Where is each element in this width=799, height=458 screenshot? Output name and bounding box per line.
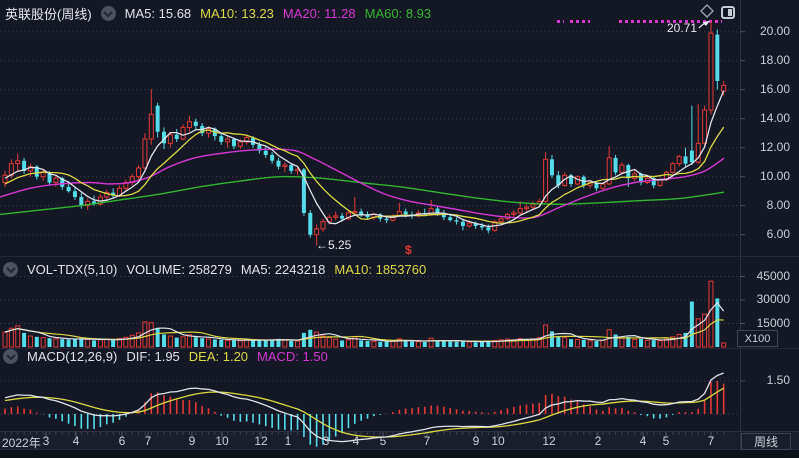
macd-value: MACD: 1.50 (257, 349, 328, 364)
chevron-down-icon (5, 349, 16, 364)
ma20-value: MA20: 11.28 (282, 6, 356, 21)
month-ticks-layer (4, 432, 725, 438)
time-axis-strip (0, 432, 799, 450)
collapse-volume-panel-button[interactable] (3, 262, 18, 277)
vol-ma10-value: MA10: 1853760 (334, 262, 427, 277)
collapse-macd-panel-button[interactable] (3, 349, 18, 364)
split-panel-icon (721, 6, 735, 19)
high-price-annotation: 20.71 (666, 21, 697, 35)
dif-value: DIF: 1.95 (126, 349, 180, 364)
ma20-line (0, 148, 725, 219)
volume-unit-label: X100 (737, 330, 778, 347)
ma-indicator-values: MA5: 15.68 MA10: 13.23 MA20: 11.28 MA60: 8.… (125, 6, 431, 21)
macd-indicator-values: MACD(12,26,9) DIF: 1.95 DEA: 1.20 MACD: 1.5… (27, 349, 328, 364)
volume-indicator-header: VOL-TDX(5,10) VOLUME: 258279 MA5: 2243218 M… (3, 262, 426, 277)
chevron-down-icon (5, 262, 16, 277)
collapse-main-panel-button[interactable] (100, 6, 116, 21)
dif-line (4, 372, 724, 443)
volume-value: VOLUME: 258279 (126, 262, 232, 277)
period-selector[interactable]: 周线 (741, 433, 791, 450)
chevron-down-icon (103, 6, 113, 21)
macd-indicator-header: MACD(12,26,9) DIF: 1.95 DEA: 1.20 MACD: 1.5… (3, 349, 328, 364)
diamond-icon (699, 3, 715, 22)
stock-title: 英联股份(周线) (5, 7, 92, 22)
ex-dividend-marker: $ (405, 243, 412, 257)
ma10-value: MA10: 13.23 (200, 6, 274, 21)
diamond-tool-button[interactable] (699, 3, 715, 22)
dea-line (4, 387, 725, 438)
ma5-value: MA5: 15.68 (124, 6, 192, 21)
vol-ma5-value: MA5: 2243218 (240, 262, 326, 277)
volume-ma5-line (4, 301, 725, 343)
low-price-annotation: ←5.25 (316, 238, 352, 252)
ma60-value: MA60: 8.93 (364, 6, 432, 21)
axis-ticks-layer (740, 31, 745, 382)
dea-value: DEA: 1.20 (188, 349, 249, 364)
candles-layer (2, 21, 727, 246)
main-indicator-header: 英联股份(周线) MA5: 15.68 MA10: 13.23 MA20: 11.2… (5, 4, 431, 23)
window-bottom-strip (0, 450, 799, 458)
ma5-line (4, 90, 725, 228)
chart-toolbar (699, 3, 735, 22)
vol-indicator-name: VOL-TDX(5,10) (27, 262, 118, 277)
price-arrow (698, 20, 710, 29)
volume-indicator-values: VOL-TDX(5,10) VOLUME: 258279 MA5: 2243218 M… (27, 262, 426, 277)
ma10-line (4, 126, 725, 224)
layout-split-button[interactable] (721, 6, 735, 19)
macd-indicator-name: MACD(12,26,9) (27, 349, 118, 364)
